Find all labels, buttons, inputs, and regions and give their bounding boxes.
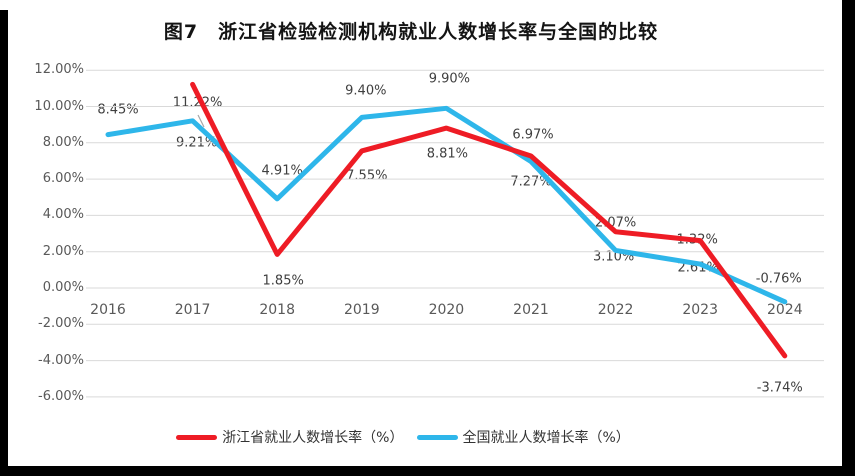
- legend-item-national: 全国就业人数增长率（%）: [416, 427, 630, 447]
- data-label-national-2024: -0.76%: [755, 271, 802, 287]
- x-axis-label: 2023: [682, 302, 718, 318]
- data-label-national-2017: 9.21%: [175, 135, 218, 151]
- data-label-national-2016: 8.45%: [97, 102, 139, 118]
- y-axis-label: 8.00%: [42, 134, 84, 150]
- data-label-national-2019: 9.40%: [345, 83, 387, 99]
- y-axis-label: 0.00%: [42, 280, 84, 295]
- data-label-zhejiang-2023: 2.61%: [677, 260, 719, 276]
- data-label-zhejiang-2017: 11.22%: [172, 95, 223, 111]
- chart-title: 图7 浙江省检验检测机构就业人数增长率与全国的比较: [163, 21, 659, 43]
- data-label-zhejiang-2018: 1.85%: [262, 273, 304, 289]
- y-axis-label: -4.00%: [38, 352, 84, 368]
- y-axis-label: 4.00%: [42, 207, 84, 223]
- legend-swatch-zhejiang-line: [176, 434, 218, 440]
- x-axis-label: 2020: [428, 302, 465, 318]
- page-border-bottom: [0, 466, 855, 476]
- chart-legend: 浙江省就业人数增长率（%） 全国就业人数增长率（%）: [0, 427, 820, 447]
- x-axis-label: 2016: [90, 302, 126, 318]
- data-label-national-2022: 2.07%: [594, 215, 637, 231]
- x-axis-label: 2017: [174, 302, 211, 318]
- y-axis-label: 6.00%: [42, 171, 84, 187]
- x-axis-label: 2024: [766, 302, 803, 318]
- data-label-zhejiang-2021: 7.27%: [510, 174, 552, 190]
- legend-label-zhejiang: 浙江省就业人数增长率（%）: [222, 430, 404, 446]
- legend-item-zhejiang: 浙江省就业人数增长率（%）: [176, 427, 404, 447]
- x-axis-label: 2019: [343, 302, 380, 318]
- x-axis-label: 2018: [259, 302, 295, 318]
- y-axis-label: -6.00%: [38, 388, 84, 404]
- legend-swatch-national-line: [416, 434, 458, 440]
- page-border-right: [842, 0, 855, 476]
- y-axis-label: -2.00%: [38, 316, 84, 332]
- y-axis-label: 12.00%: [34, 62, 84, 78]
- data-label-zhejiang-2019: 7.55%: [346, 168, 388, 184]
- data-label-national-2021: 6.97%: [512, 127, 554, 143]
- x-axis-label: 2021: [513, 302, 549, 318]
- y-axis-label: 2.00%: [42, 243, 84, 259]
- data-label-national-2023: 1.32%: [676, 232, 718, 248]
- y-axis-label: 10.00%: [34, 98, 84, 114]
- data-label-zhejiang-2024: -3.74%: [756, 380, 803, 396]
- legend-label-national: 全国就业人数增长率（%）: [462, 430, 630, 446]
- page-border-left: [0, 10, 8, 476]
- data-label-national-2020: 9.90%: [428, 71, 471, 87]
- data-label-zhejiang-2020: 8.81%: [426, 146, 469, 162]
- data-label-zhejiang-2022: 3.10%: [592, 249, 635, 265]
- data-label-national-2018: 4.91%: [261, 163, 303, 179]
- x-axis-label: 2022: [597, 302, 634, 318]
